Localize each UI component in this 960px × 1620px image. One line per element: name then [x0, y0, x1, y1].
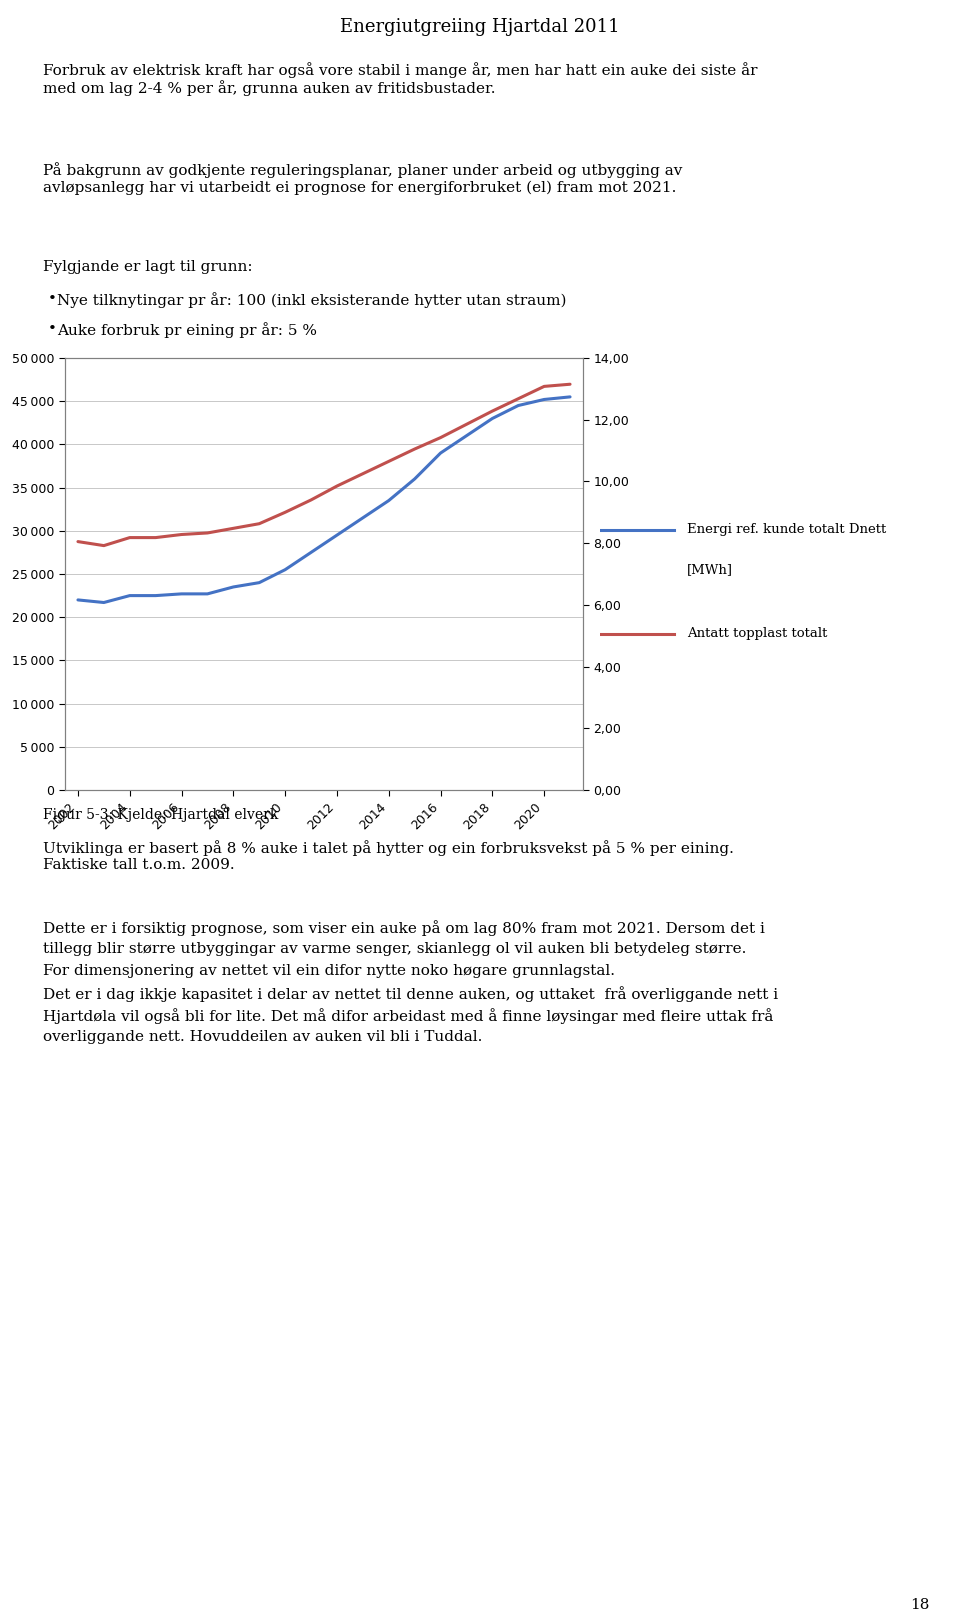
Text: Fylgjande er lagt til grunn:: Fylgjande er lagt til grunn:: [43, 259, 252, 274]
Text: overliggande nett. Hovuddeilen av auken vil bli i Tuddal.: overliggande nett. Hovuddeilen av auken …: [43, 1030, 482, 1043]
Text: På bakgrunn av godkjente reguleringsplanar, planer under arbeid og utbygging av
: På bakgrunn av godkjente reguleringsplan…: [43, 162, 683, 194]
Text: Utviklinga er basert på 8 % auke i talet på hytter og ein forbruksvekst på 5 % p: Utviklinga er basert på 8 % auke i talet…: [43, 841, 733, 872]
Text: Energiutgreiing Hjartdal 2011: Energiutgreiing Hjartdal 2011: [340, 18, 620, 36]
Text: Det er i dag ikkje kapasitet i delar av nettet til denne auken, og uttaket  frå : Det er i dag ikkje kapasitet i delar av …: [43, 987, 779, 1001]
Text: •: •: [48, 292, 57, 306]
Text: Antatt topplast totalt: Antatt topplast totalt: [687, 627, 828, 640]
Text: [MWh]: [MWh]: [687, 564, 733, 577]
Text: Dette er i forsiktig prognose, som viser ein auke på om lag 80% fram mot 2021. D: Dette er i forsiktig prognose, som viser…: [43, 920, 765, 936]
Text: Hjartdøla vil også bli for lite. Det må difor arbeidast med å finne løysingar me: Hjartdøla vil også bli for lite. Det må …: [43, 1008, 774, 1024]
Text: Figur 5-3: Kjelde: Hjartdal elverk: Figur 5-3: Kjelde: Hjartdal elverk: [43, 808, 278, 821]
Text: •: •: [48, 322, 57, 335]
Text: Forbruk av elektrisk kraft har også vore stabil i mange år, men har hatt ein auk: Forbruk av elektrisk kraft har også vore…: [43, 62, 757, 96]
Text: tillegg blir større utbyggingar av varme senger, skianlegg ol vil auken bli bety: tillegg blir større utbyggingar av varme…: [43, 941, 746, 956]
Text: Nye tilknytingar pr år: 100 (inkl eksisterande hytter utan straum): Nye tilknytingar pr år: 100 (inkl eksist…: [57, 292, 566, 308]
Text: 18: 18: [911, 1597, 930, 1612]
Text: Auke forbruk pr eining pr år: 5 %: Auke forbruk pr eining pr år: 5 %: [57, 322, 317, 339]
Text: Energi ref. kunde totalt Dnett: Energi ref. kunde totalt Dnett: [687, 523, 886, 536]
Text: For dimensjonering av nettet vil ein difor nytte noko høgare grunnlagstal.: For dimensjonering av nettet vil ein dif…: [43, 964, 615, 978]
